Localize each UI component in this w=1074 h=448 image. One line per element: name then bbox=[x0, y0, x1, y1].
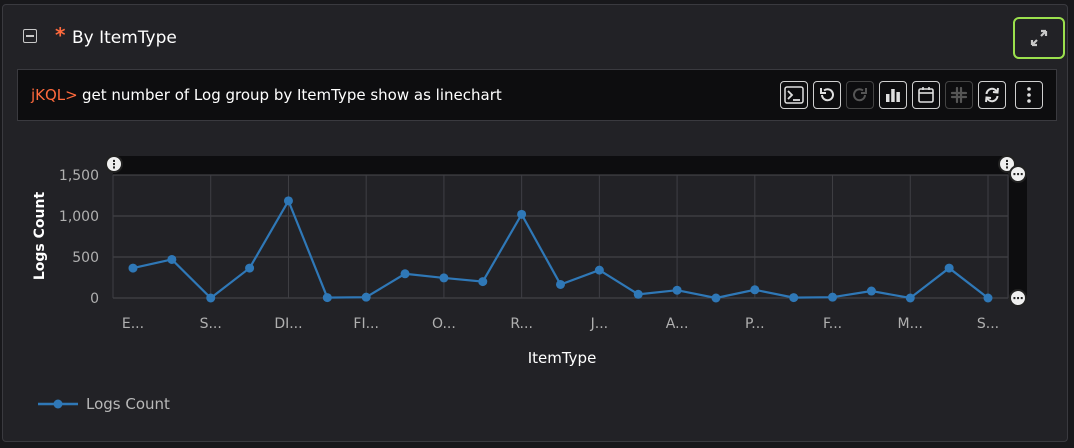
data-point bbox=[866, 286, 876, 296]
more-button[interactable] bbox=[1015, 81, 1043, 109]
widget-panel: * By ItemType jKQL> get number of Log gr… bbox=[2, 4, 1068, 442]
data-point bbox=[400, 269, 410, 279]
zoom-bottom-handle[interactable]: ⋯ bbox=[1009, 289, 1027, 307]
undo-icon bbox=[820, 88, 834, 102]
x-tick-label: F... bbox=[823, 316, 842, 332]
refresh-button[interactable] bbox=[978, 81, 1006, 109]
zoom-top-handle[interactable]: ⋯ bbox=[1009, 165, 1027, 183]
x-axis-label: ItemType bbox=[527, 349, 597, 367]
data-point bbox=[905, 293, 915, 303]
data-point bbox=[128, 263, 138, 273]
calendar-icon bbox=[918, 87, 934, 103]
data-point bbox=[556, 279, 565, 289]
terminal-icon bbox=[784, 86, 804, 104]
y-tick-label: 1,500 bbox=[59, 168, 99, 184]
data-point bbox=[439, 273, 449, 283]
y-tick-label: 1,000 bbox=[59, 209, 99, 225]
y-tick-label: 0 bbox=[90, 291, 99, 307]
expand-icon bbox=[1030, 29, 1048, 47]
data-point bbox=[672, 285, 682, 295]
x-tick-label: DI... bbox=[274, 316, 302, 332]
required-star: * bbox=[55, 23, 66, 47]
chart-top-strip bbox=[113, 156, 1008, 175]
widget-title: By ItemType bbox=[72, 28, 177, 48]
expand-button[interactable] bbox=[1013, 17, 1065, 59]
data-point bbox=[944, 263, 954, 273]
data-point bbox=[322, 293, 332, 303]
y-axis-label: Logs Count bbox=[32, 191, 48, 281]
chart-legend[interactable]: Logs Count bbox=[38, 395, 170, 413]
x-tick-label: O... bbox=[432, 316, 456, 332]
x-tick-label: J... bbox=[590, 316, 608, 332]
data-point bbox=[750, 285, 760, 295]
data-point bbox=[711, 293, 721, 303]
data-point bbox=[206, 293, 216, 303]
zoom-bar bbox=[1009, 174, 1027, 298]
data-point bbox=[283, 196, 293, 206]
collapse-button[interactable] bbox=[23, 29, 37, 43]
data-point bbox=[245, 263, 255, 273]
calendar-button[interactable] bbox=[912, 81, 940, 109]
query-prefix: jKQL> bbox=[31, 86, 78, 104]
slack-icon bbox=[950, 86, 968, 104]
data-point bbox=[517, 209, 527, 219]
x-tick-label: FI... bbox=[353, 316, 379, 332]
slack-button[interactable] bbox=[945, 81, 973, 109]
data-point bbox=[789, 293, 799, 303]
data-point bbox=[633, 289, 643, 299]
legend-marker bbox=[38, 399, 78, 409]
data-point bbox=[167, 254, 177, 264]
redo-icon bbox=[853, 88, 867, 102]
x-tick-label: S... bbox=[200, 316, 222, 332]
chart-left-handle[interactable]: ⋮ bbox=[105, 155, 123, 173]
x-tick-label: A... bbox=[666, 316, 689, 332]
x-tick-label: E... bbox=[122, 316, 144, 332]
data-point bbox=[828, 292, 838, 302]
x-tick-label: P... bbox=[745, 316, 765, 332]
data-point bbox=[478, 277, 488, 287]
x-tick-label: M... bbox=[898, 316, 923, 332]
chart-type-button[interactable] bbox=[879, 81, 907, 109]
bar-chart-icon bbox=[886, 89, 900, 102]
more-vertical-icon bbox=[1027, 87, 1031, 103]
legend-label: Logs Count bbox=[86, 395, 170, 413]
y-tick-label: 500 bbox=[72, 250, 99, 266]
redo-button[interactable] bbox=[846, 81, 874, 109]
terminal-button[interactable] bbox=[780, 81, 808, 109]
undo-button[interactable] bbox=[813, 81, 841, 109]
query-bar[interactable]: jKQL> get number of Log group by ItemTyp… bbox=[17, 69, 1057, 121]
x-tick-label: R... bbox=[510, 316, 533, 332]
data-point bbox=[361, 292, 371, 302]
query-input[interactable]: get number of Log group by ItemType show… bbox=[82, 86, 502, 104]
refresh-icon bbox=[985, 87, 999, 103]
x-tick-label: S... bbox=[977, 316, 999, 332]
data-point bbox=[983, 293, 993, 303]
data-point bbox=[594, 265, 604, 275]
